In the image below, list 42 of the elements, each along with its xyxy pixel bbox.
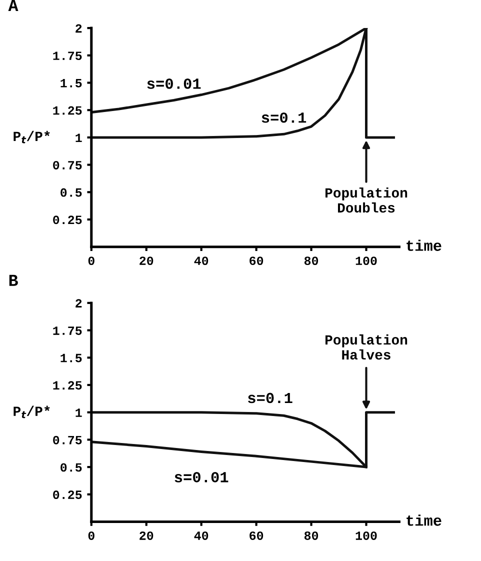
x-tick-label: 80: [304, 531, 318, 540]
y-tick-label: 1: [76, 134, 82, 142]
x-tick-label: 40: [194, 256, 208, 266]
y-tick-label: 1.5: [60, 354, 82, 362]
series-label: s=0.1: [262, 112, 306, 123]
x-tick-label: 60: [250, 256, 264, 266]
annotation: Population Halves: [325, 334, 408, 360]
chart-title: B: [9, 274, 18, 286]
line-series: [91, 28, 395, 139]
series-label: s=0.01: [147, 78, 201, 89]
y-tick-label: 0.75: [53, 436, 82, 444]
x-tick-label: 20: [140, 531, 154, 540]
series-label: s=0.01: [174, 472, 228, 482]
y-tick-label: 1.25: [53, 381, 82, 390]
y-axis-title: P$_{t}$/P*: [14, 130, 50, 144]
y-tick-label: 1: [76, 408, 82, 417]
y-tick-label: 2: [76, 24, 82, 33]
y-tick-label: 0.25: [53, 216, 82, 224]
y-tick-label: 1.25: [53, 106, 82, 115]
y-tick-label: 1.5: [60, 79, 82, 88]
y-tick-label: 0.75: [53, 160, 82, 170]
line-series: [91, 411, 395, 468]
x-tick-label: 0: [88, 531, 94, 540]
x-axis-title: time: [406, 514, 442, 526]
series-label: s=0.1: [248, 392, 292, 404]
x-tick-label: 20: [140, 256, 154, 266]
x-tick-label: 60: [250, 531, 264, 540]
x-tick-label: 100: [356, 531, 377, 540]
y-tick-label: 1.75: [53, 326, 82, 335]
annotation: Population Doubles: [325, 187, 408, 213]
y-tick-label: 1.75: [53, 52, 82, 60]
y-tick-label: 0.5: [60, 188, 82, 197]
y-tick-label: 0.5: [60, 463, 82, 472]
x-tick-label: 40: [194, 531, 208, 540]
x-tick-label: 0: [88, 256, 94, 266]
y-tick-label: 0.25: [53, 490, 82, 500]
x-axis-title: time: [406, 240, 442, 251]
y-axis-title: P$_{t}$/P*: [14, 406, 50, 418]
chart-title: A: [8, 0, 18, 11]
x-tick-label: 100: [356, 256, 377, 266]
x-tick-label: 80: [304, 256, 318, 266]
y-tick-label: 2: [76, 299, 82, 308]
